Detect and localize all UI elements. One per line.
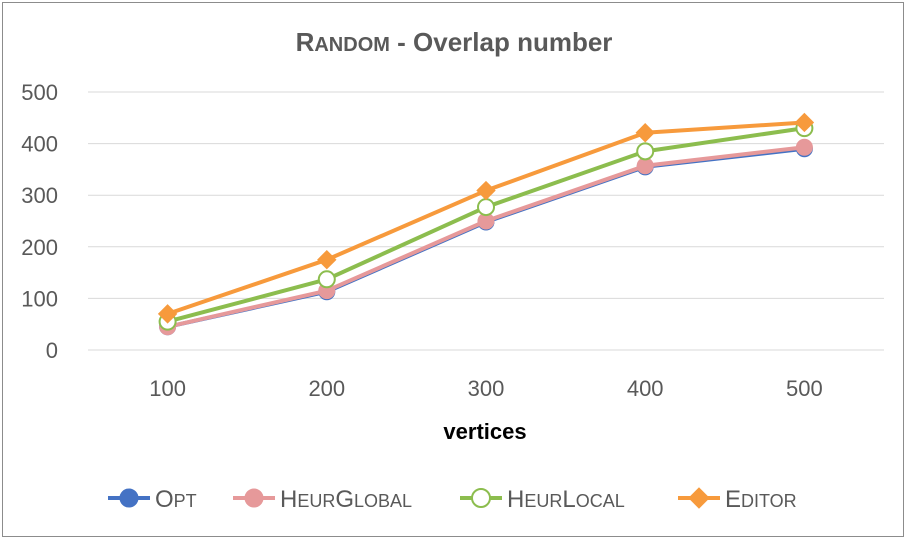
data-point: [688, 487, 710, 509]
y-tick-label: 200: [21, 235, 58, 260]
data-point: [636, 142, 655, 161]
data-point: [471, 488, 491, 508]
x-tick-label: 200: [308, 376, 345, 401]
legend: OPT HEURGLOBAL HEURLOCAL EDITOR: [108, 486, 797, 513]
series-line: [167, 145, 805, 329]
data-point: [476, 180, 496, 201]
data-point: [119, 488, 139, 508]
legend-label: HEURLOCAL: [507, 486, 625, 513]
y-tick-label: 500: [21, 80, 58, 105]
data-point: [317, 249, 337, 270]
legend-item-heurlocal: HEURLOCAL: [460, 486, 625, 513]
series-line: [167, 146, 805, 329]
data-point: [317, 270, 336, 289]
x-tick-label: 400: [627, 376, 664, 401]
data-point: [794, 112, 815, 133]
series-lines: [157, 112, 815, 336]
x-axis-label: vertices: [443, 419, 526, 444]
legend-item-opt: OPT: [108, 486, 197, 513]
y-tick-label: 300: [21, 183, 58, 208]
y-axis-ticks: 0 100 200 300 400 500: [21, 80, 58, 363]
legend-item-heurglobal: HEURGLOBAL: [233, 486, 412, 513]
data-point: [477, 198, 495, 217]
data-point: [244, 488, 264, 508]
data-point: [795, 138, 813, 156]
series-editor: [157, 112, 815, 324]
y-tick-label: 100: [21, 286, 58, 311]
x-tick-label: 500: [786, 376, 823, 401]
series-heurlocal: [158, 119, 814, 331]
x-axis-ticks: 100 200 300 400 500: [149, 376, 823, 401]
chart-title: RANDOM - Overlap number: [296, 27, 613, 57]
series-heurglobal: [159, 138, 813, 336]
gridlines: [88, 91, 884, 351]
legend-label: HEURGLOBAL: [280, 486, 412, 513]
legend-label: OPT: [155, 486, 197, 513]
y-tick-label: 400: [21, 132, 58, 157]
x-tick-label: 300: [468, 376, 505, 401]
y-tick-label: 0: [46, 338, 58, 363]
data-point: [635, 123, 655, 143]
legend-item-editor: EDITOR: [678, 486, 797, 513]
data-point: [157, 304, 178, 324]
legend-label: EDITOR: [725, 486, 797, 513]
x-tick-label: 100: [149, 376, 186, 401]
